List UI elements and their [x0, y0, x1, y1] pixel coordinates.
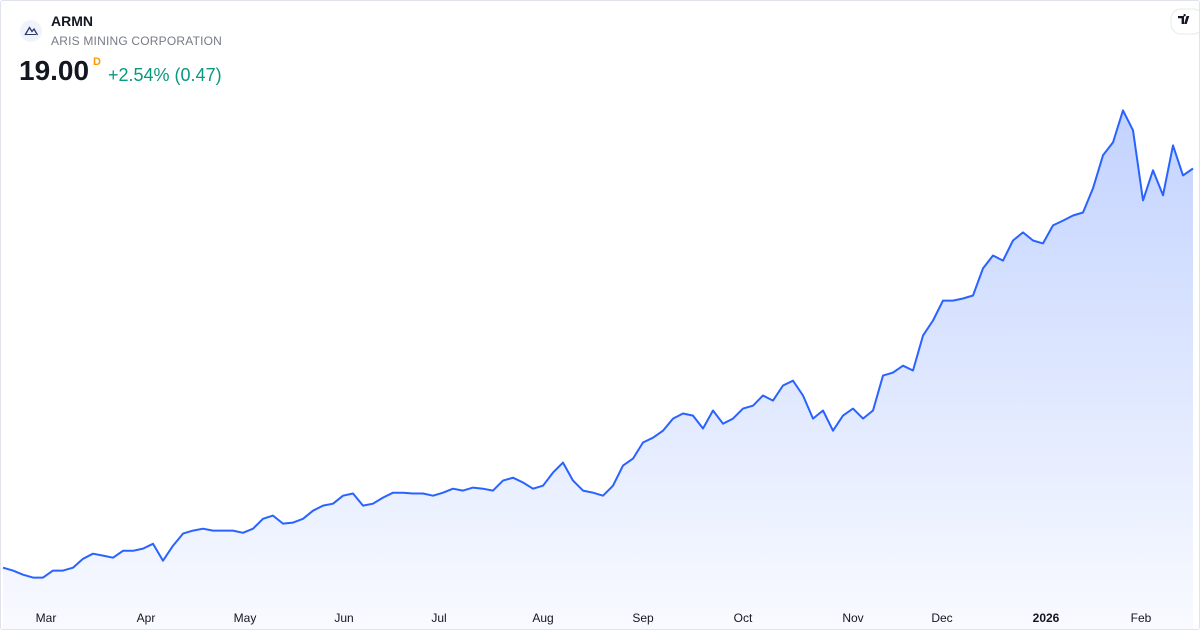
- company-name: ARIS MINING CORPORATION: [51, 34, 223, 48]
- symbol: ARMN: [51, 13, 93, 29]
- x-tick-label: Aug: [532, 611, 553, 625]
- x-tick-label: Feb: [1131, 611, 1152, 625]
- x-tick-label: Jul: [431, 611, 446, 625]
- price-change: +2.54% (0.47): [108, 65, 222, 85]
- x-tick-label: Jun: [334, 611, 353, 625]
- x-tick-label: Sep: [632, 611, 654, 625]
- x-tick-label: Dec: [931, 611, 952, 625]
- symbol-logo: [20, 20, 42, 42]
- logo-mountain: [24, 26, 39, 36]
- x-tick-label: Oct: [734, 611, 753, 625]
- x-tick-label: Nov: [842, 611, 863, 625]
- tv-logo[interactable]: [1170, 8, 1199, 35]
- logo-glyph: [1178, 14, 1190, 24]
- x-tick-label: 2026: [1033, 611, 1060, 625]
- area-fill: [3, 110, 1193, 629]
- price-line: [2, 109, 1194, 579]
- x-tick-label: May: [234, 611, 257, 625]
- x-tick-label: Apr: [137, 611, 156, 625]
- x-tick-label: Mar: [36, 611, 57, 625]
- interval: D: [93, 56, 101, 68]
- price: 19.00: [19, 55, 90, 86]
